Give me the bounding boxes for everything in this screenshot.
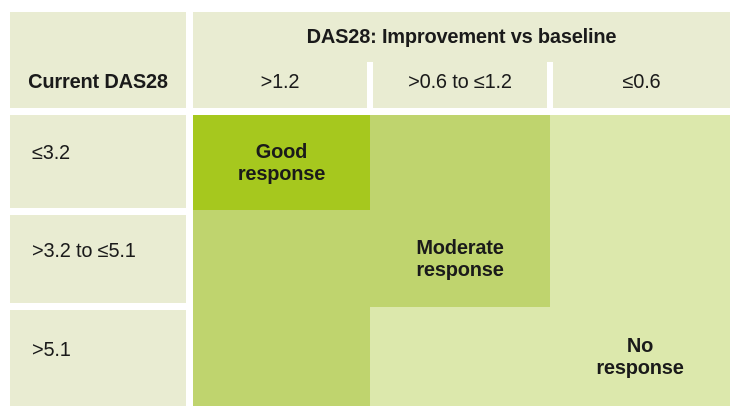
column-header-le-0-6: ≤0.6 xyxy=(553,62,730,108)
row-header-das28-gt-5-1: >5.1 xyxy=(10,310,186,406)
corner-header-current-das28: Current DAS28 xyxy=(10,12,186,108)
response-cell-r1c1-good: Good response xyxy=(193,115,370,210)
response-cell-r3c1-moderate xyxy=(193,307,370,406)
response-cell-r2c2-moderate: Moderate response xyxy=(370,210,550,307)
none-response-label: No response xyxy=(596,334,684,379)
column-header-gt-1-2: >1.2 xyxy=(193,62,367,108)
column-headers-row: >1.2 >0.6 to ≤1.2 ≤0.6 xyxy=(193,62,730,108)
response-cell-r3c2-none xyxy=(370,307,550,406)
column-group-title: DAS28: Improvement vs baseline xyxy=(193,12,730,62)
row-header-das28-3-2-to-5-1: >3.2 to ≤5.1 xyxy=(10,215,186,303)
response-cell-r1c3-none xyxy=(550,115,730,210)
good-response-label: Good response xyxy=(237,140,326,185)
column-header-0-6-to-1-2: >0.6 to ≤1.2 xyxy=(373,62,547,108)
improvement-header-block: DAS28: Improvement vs baseline >1.2 >0.6… xyxy=(193,12,730,108)
response-cell-r2c3-none xyxy=(550,210,730,307)
response-cell-r1c2-moderate xyxy=(370,115,550,210)
row-header-das28-le-3-2: ≤3.2 xyxy=(10,115,186,208)
response-body-grid: Good response Moderate response No response xyxy=(193,115,730,406)
response-cell-r2c1-moderate xyxy=(193,210,370,307)
response-cell-r3c3-none: No response xyxy=(550,307,730,406)
moderate-response-label: Moderate response xyxy=(416,236,504,281)
